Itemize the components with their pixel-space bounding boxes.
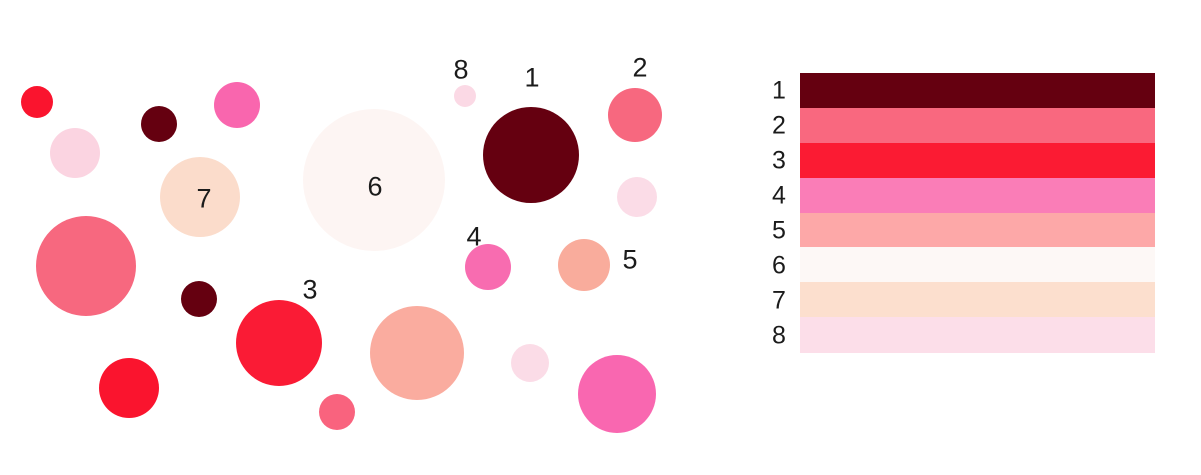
bubble-palette-3 xyxy=(21,86,53,118)
bubble-palette-4 xyxy=(214,82,260,128)
bubble-palette-5-labeled-5 xyxy=(558,239,610,291)
bubble-palette-2-labeled-2 xyxy=(608,88,662,142)
bubble-palette-1 xyxy=(181,281,217,317)
legend-swatch-3 xyxy=(800,142,1155,179)
bubble-palette-2 xyxy=(319,394,355,430)
legend-swatch-6 xyxy=(800,247,1155,283)
legend-index-label-4: 4 xyxy=(772,181,786,210)
legend-index-label-2: 2 xyxy=(772,111,786,140)
bubble-palette-4-labeled-4 xyxy=(465,244,511,290)
bubble-label-1: 1 xyxy=(524,62,540,93)
legend-index-label-7: 7 xyxy=(772,286,786,315)
legend-index-label-3: 3 xyxy=(772,146,786,175)
bubble-palette-7-labeled-7 xyxy=(160,157,240,237)
bubble-palette-5 xyxy=(370,306,464,400)
bubble-palette-2 xyxy=(36,216,136,316)
bubble-palette-1 xyxy=(141,106,177,142)
bubble-palette-8-labeled-8 xyxy=(454,85,476,107)
bubble-palette-8 xyxy=(617,177,657,217)
bubble-palette-6-labeled-6 xyxy=(303,109,445,251)
legend-swatch-4 xyxy=(800,177,1155,213)
bubble-label-2: 2 xyxy=(632,52,648,83)
legend-swatch-1 xyxy=(800,73,1155,109)
legend-swatch-7 xyxy=(800,282,1155,318)
bubble-label-3: 3 xyxy=(302,274,318,305)
bubble-palette-8 xyxy=(50,128,100,178)
bubble-palette-3 xyxy=(99,358,159,418)
bubble-label-4: 4 xyxy=(466,221,482,252)
bubble-palette-8 xyxy=(511,344,549,382)
bubble-label-7: 7 xyxy=(196,183,212,214)
legend-index-label-8: 8 xyxy=(772,321,786,350)
legend-swatch-8 xyxy=(800,317,1155,353)
legend-index-label-1: 1 xyxy=(772,76,786,105)
bubble-label-6: 6 xyxy=(367,171,383,202)
bubble-palette-4 xyxy=(578,355,656,433)
legend-swatch-2 xyxy=(800,107,1155,144)
bubble-label-8: 8 xyxy=(453,54,469,85)
bubble-palette-3-labeled-3 xyxy=(236,300,322,386)
legend-index-label-6: 6 xyxy=(772,251,786,280)
legend-swatch-5 xyxy=(800,212,1155,248)
bubble-label-5: 5 xyxy=(622,244,638,275)
legend-index-label-5: 5 xyxy=(772,216,786,245)
bubble-palette-1-labeled-1 xyxy=(483,107,579,203)
